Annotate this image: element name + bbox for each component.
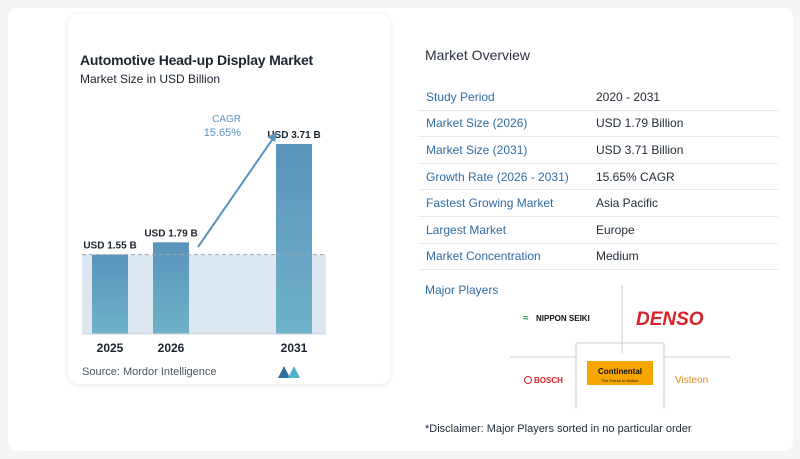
disclaimer-note: *Disclaimer: Major Players sorted in no … bbox=[425, 423, 692, 435]
major-players-title: Major Players bbox=[425, 283, 499, 297]
svg-text:Visteon: Visteon bbox=[675, 375, 708, 386]
data-label: USD 3.71 B bbox=[267, 130, 320, 141]
row-key: Fastest Growing Market bbox=[426, 196, 554, 211]
bar-2031 bbox=[276, 143, 312, 334]
x-tick-label: 2025 bbox=[97, 341, 124, 355]
row-key: Study Period bbox=[426, 89, 495, 104]
table-row: Market Concentration Medium bbox=[418, 244, 778, 271]
visteon-logo: Visteon bbox=[675, 375, 708, 386]
svg-text:Continental: Continental bbox=[598, 367, 642, 376]
mordor-logo-icon bbox=[278, 366, 300, 378]
row-value: Medium bbox=[596, 249, 639, 264]
row-key: Growth Rate (2026 - 2031) bbox=[426, 169, 569, 184]
table-row: Fastest Growing Market Asia Pacific bbox=[418, 190, 778, 217]
x-tick-label: 2026 bbox=[158, 341, 185, 355]
bar-2025 bbox=[92, 254, 128, 334]
svg-text:NIPPON SEIKI: NIPPON SEIKI bbox=[536, 314, 590, 323]
row-value: USD 3.71 Billion bbox=[596, 142, 684, 157]
table-row: Growth Rate (2026 - 2031) 15.65% CAGR bbox=[418, 164, 778, 191]
chart-panel: Automotive Head-up Display Market Market… bbox=[68, 14, 390, 384]
chart-subtitle: Market Size in USD Billion bbox=[80, 72, 221, 86]
nippon-seiki-logo: ≈ NIPPON SEIKI bbox=[523, 313, 590, 324]
table-row: Study Period 2020 - 2031 bbox=[418, 84, 778, 111]
svg-text:BOSCH: BOSCH bbox=[534, 376, 563, 385]
data-label: USD 1.55 B bbox=[83, 241, 136, 252]
row-value: 2020 - 2031 bbox=[596, 89, 661, 104]
table-row: Largest Market Europe bbox=[418, 217, 778, 244]
row-value: USD 1.79 Billion bbox=[596, 116, 684, 131]
chart-title: Automotive Head-up Display Market bbox=[80, 52, 313, 68]
row-key: Market Size (2031) bbox=[426, 142, 528, 157]
row-key: Market Concentration bbox=[426, 249, 541, 264]
nippon-seiki-icon: ≈ bbox=[523, 313, 529, 324]
source-note: Source: Mordor Intelligence bbox=[82, 366, 217, 378]
bar-2026 bbox=[153, 242, 189, 334]
cagr-arrow bbox=[197, 132, 277, 248]
continental-logo: Continental The Future in Motion bbox=[587, 361, 653, 385]
row-value: Asia Pacific bbox=[596, 196, 659, 211]
market-overview-title: Market Overview bbox=[425, 47, 531, 63]
market-overview-table: Study Period 2020 - 2031 Market Size (202… bbox=[418, 84, 778, 271]
row-value: 15.65% CAGR bbox=[596, 169, 675, 184]
svg-text:The Future in Motion: The Future in Motion bbox=[602, 378, 639, 383]
cagr-value: 15.65% bbox=[204, 127, 242, 139]
bar-chart: USD 1.55 B 2025 USD 1.79 B 2026 USD 3.71 B 20… bbox=[82, 114, 326, 355]
table-row: Market Size (2026) USD 1.79 Billion bbox=[418, 111, 778, 138]
row-value: Europe bbox=[596, 222, 635, 237]
data-label: USD 1.79 B bbox=[144, 228, 197, 239]
bosch-logo: BOSCH bbox=[524, 376, 563, 385]
x-tick-label: 2031 bbox=[281, 341, 308, 355]
row-key: Largest Market bbox=[426, 222, 507, 237]
svg-text:DENSO: DENSO bbox=[636, 309, 704, 330]
major-players-grid: ≈ NIPPON SEIKI DENSO BOSCH Continental T… bbox=[510, 285, 730, 409]
table-row: Market Size (2031) USD 3.71 Billion bbox=[418, 137, 778, 164]
denso-logo: DENSO bbox=[636, 309, 704, 330]
cagr-label: CAGR bbox=[212, 114, 241, 125]
row-key: Market Size (2026) bbox=[426, 116, 528, 131]
